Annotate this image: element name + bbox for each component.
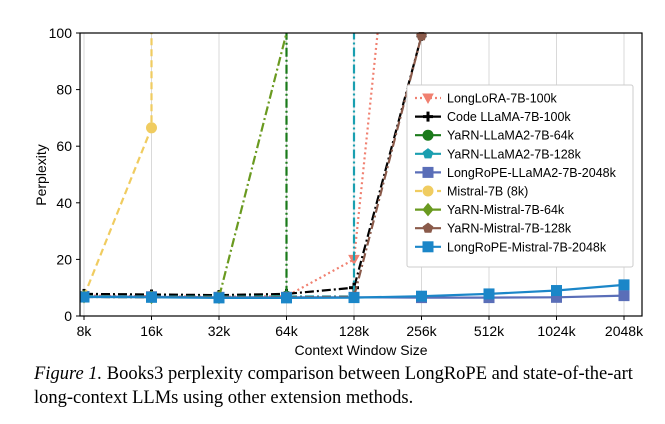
legend-label: YaRN-Mistral-7B-128k	[447, 222, 572, 236]
legend-item: YaRN-LLaMA2-7B-128k	[415, 147, 582, 161]
legend-item: LongRoPE-LLaMA2-7B-2048k	[415, 166, 617, 180]
perplexity-chart: 0 20 40 60 80 100 8k 16k 32k 64k 128k 256k 512k 1024…	[33, 25, 644, 358]
plot-frame	[79, 32, 643, 317]
y-tick-label: 40	[56, 195, 72, 211]
data-point-legend	[422, 166, 434, 178]
figure-caption: Figure 1. Books3 perplexity comparison b…	[34, 362, 654, 410]
legend-item: YaRN-LLaMA2-7B-64k	[415, 129, 575, 143]
series-0	[83, 32, 379, 298]
legend-item: LongRoPE-Mistral-7B-2048k	[415, 240, 607, 254]
data-point	[348, 292, 360, 304]
figure-label: Figure 1.	[34, 364, 103, 384]
data-point-legend	[422, 148, 434, 159]
legend-item: YaRN-Mistral-7B-64k	[415, 202, 565, 217]
data-point	[213, 292, 225, 304]
x-tick-label: 128k	[339, 323, 370, 339]
x-tick-label: 1024k	[537, 323, 576, 339]
data-point	[80, 291, 90, 303]
legend-item: YaRN-Mistral-7B-128k	[415, 222, 572, 236]
data-point	[416, 32, 427, 41]
legend-label: LongRoPE-Mistral-7B-2048k	[447, 240, 607, 254]
series-2	[80, 33, 292, 303]
legend-label: YaRN-LLaMA2-7B-64k	[447, 129, 575, 143]
data-point	[483, 288, 495, 300]
y-tick-label: 0	[64, 308, 72, 324]
series-line	[83, 32, 288, 299]
series-layer	[80, 32, 630, 305]
legend-item: Mistral-7B (8k)	[415, 185, 528, 199]
x-tick-label: 512k	[474, 323, 505, 339]
data-point-legend	[422, 185, 434, 197]
data-point	[416, 290, 427, 302]
data-point-legend	[422, 222, 434, 233]
data-point-legend	[422, 129, 434, 141]
x-tick-label: 256k	[406, 323, 437, 339]
legend-label: YaRN-LLaMA2-7B-128k	[447, 147, 582, 161]
y-axis-label: Perplexity	[33, 144, 49, 205]
x-tick-label: 2048k	[605, 323, 644, 339]
data-point	[618, 290, 630, 302]
x-tick-label: 32k	[208, 323, 232, 339]
data-point-legend	[422, 93, 434, 105]
series-line	[83, 33, 288, 298]
legend-label: YaRN-Mistral-7B-64k	[447, 203, 565, 217]
data-point-legend	[422, 241, 434, 253]
y-axis-ticks: 0 20 40 60 80 100	[49, 25, 80, 324]
legend-label: LongRoPE-LLaMA2-7B-2048k	[447, 166, 617, 180]
legend-label: LongLoRA-7B-100k	[447, 92, 558, 106]
data-point	[551, 285, 562, 297]
y-tick-label: 80	[56, 82, 72, 98]
data-point	[618, 279, 630, 291]
legend: LongLoRA-7B-100k Code LLaMA-7B-100k YaRN-L…	[406, 84, 634, 268]
series-line	[82, 33, 153, 297]
x-tick-label: 16k	[140, 323, 164, 339]
y-tick-label: 60	[56, 138, 72, 154]
legend-label: Mistral-7B (8k)	[447, 185, 528, 199]
data-point-legend	[422, 202, 434, 217]
series-1	[80, 32, 427, 301]
x-axis-label: Context Window Size	[294, 342, 427, 358]
legend-item: Code LLaMA-7B-100k	[415, 110, 571, 124]
x-tick-label: 64k	[275, 323, 299, 339]
series-line	[83, 35, 423, 297]
y-tick-label: 20	[56, 251, 72, 267]
legend-item: LongLoRA-7B-100k	[415, 92, 558, 106]
caption-text: Books3 perplexity comparison between Lon…	[34, 364, 633, 408]
series-7	[80, 32, 427, 302]
data-point-legend	[423, 111, 433, 122]
y-tick-label: 100	[49, 25, 73, 41]
x-axis-ticks: 8k 16k 32k 64k 128k 256k 512k 1024k 2048k	[77, 316, 644, 339]
data-point	[281, 292, 292, 304]
data-point	[146, 291, 157, 303]
series-6	[80, 32, 288, 305]
series-line	[83, 32, 379, 298]
legend-label: Code LLaMA-7B-100k	[447, 110, 571, 124]
series-5	[80, 33, 157, 302]
series-line	[83, 35, 423, 299]
series-8	[80, 279, 630, 304]
x-tick-label: 8k	[77, 323, 93, 339]
data-point	[146, 122, 157, 134]
legend-box	[406, 84, 634, 268]
